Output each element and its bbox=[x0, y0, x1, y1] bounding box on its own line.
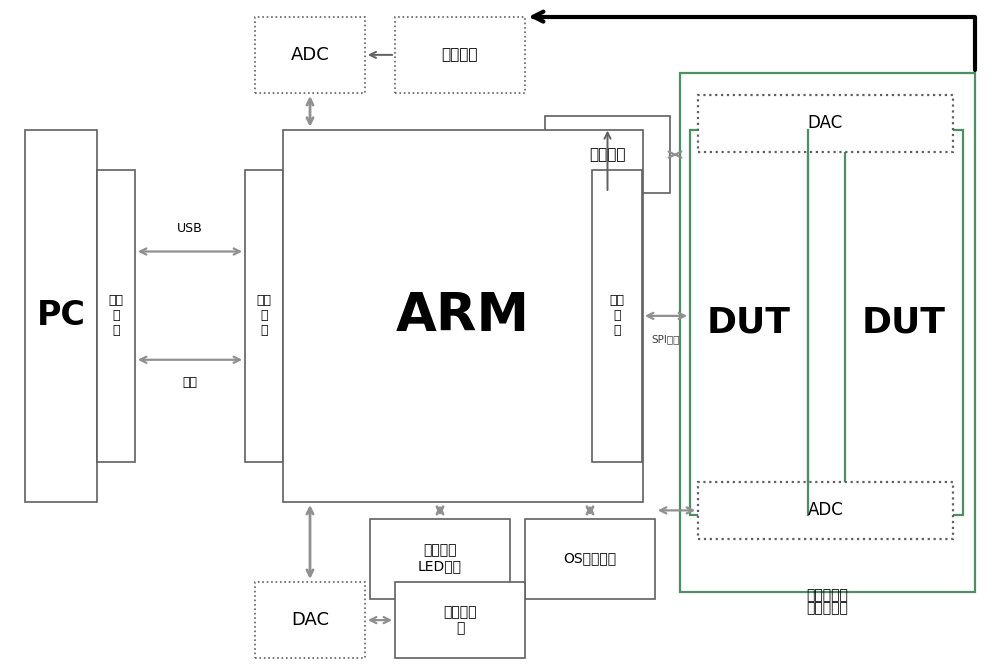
Text: 供电模块: 供电模块 bbox=[589, 147, 626, 162]
Bar bbox=[680, 73, 975, 592]
Text: 蜂鸣器、
LED指示: 蜂鸣器、 LED指示 bbox=[418, 543, 462, 574]
Bar bbox=[545, 116, 670, 193]
Text: DAC: DAC bbox=[291, 611, 329, 629]
Bar bbox=[370, 519, 510, 598]
Bar bbox=[698, 95, 953, 152]
Text: 运算放大
器: 运算放大 器 bbox=[443, 605, 477, 635]
Text: ADC: ADC bbox=[808, 501, 843, 519]
Text: 串口: 串口 bbox=[182, 376, 198, 390]
Text: SPI通信: SPI通信 bbox=[652, 334, 680, 344]
Bar bbox=[245, 170, 283, 462]
Text: 被测芯片组: 被测芯片组 bbox=[807, 601, 848, 616]
Text: ARM: ARM bbox=[396, 290, 530, 342]
Bar bbox=[395, 582, 525, 658]
Bar bbox=[283, 130, 643, 502]
Text: DAC: DAC bbox=[808, 114, 843, 132]
Text: 通道切换: 通道切换 bbox=[442, 47, 478, 63]
Bar bbox=[395, 17, 525, 93]
Text: 通信
协
议: 通信 协 议 bbox=[610, 295, 624, 337]
Text: 被测芯片组: 被测芯片组 bbox=[807, 588, 848, 602]
Bar bbox=[690, 130, 808, 515]
Bar bbox=[525, 519, 655, 598]
Bar bbox=[845, 130, 963, 515]
Text: PC: PC bbox=[36, 299, 86, 332]
Bar bbox=[698, 482, 953, 539]
Bar bbox=[592, 170, 642, 462]
Text: ADC: ADC bbox=[291, 46, 329, 64]
Text: USB: USB bbox=[177, 222, 203, 235]
Text: DUT: DUT bbox=[707, 305, 791, 340]
Text: OS检测模块: OS检测模块 bbox=[563, 551, 617, 566]
Bar bbox=[255, 582, 365, 658]
Bar bbox=[25, 130, 97, 502]
Text: DUT: DUT bbox=[862, 305, 946, 340]
Text: 通讯
接
口: 通讯 接 口 bbox=[256, 295, 272, 337]
Bar bbox=[255, 17, 365, 93]
Bar bbox=[97, 170, 135, 462]
Text: 通讯
接
口: 通讯 接 口 bbox=[108, 295, 124, 337]
